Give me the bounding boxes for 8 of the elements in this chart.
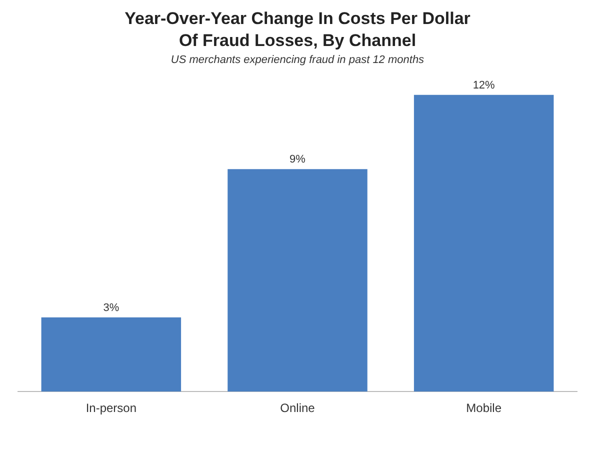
chart-subtitle: US merchants experiencing fraud in past 12 months [170,54,426,66]
data-label: 3% [103,302,120,314]
chart-title: Year-Over-Year Change In Costs Per Dollar Of Fraud Losses, By Channel [124,8,472,52]
data-label: 12% [472,79,496,92]
x-tick-label: Online [280,401,316,416]
data-label: 9% [290,154,306,166]
x-tick-label: In-person [86,401,137,416]
x-tick-label: Mobile [466,401,502,416]
